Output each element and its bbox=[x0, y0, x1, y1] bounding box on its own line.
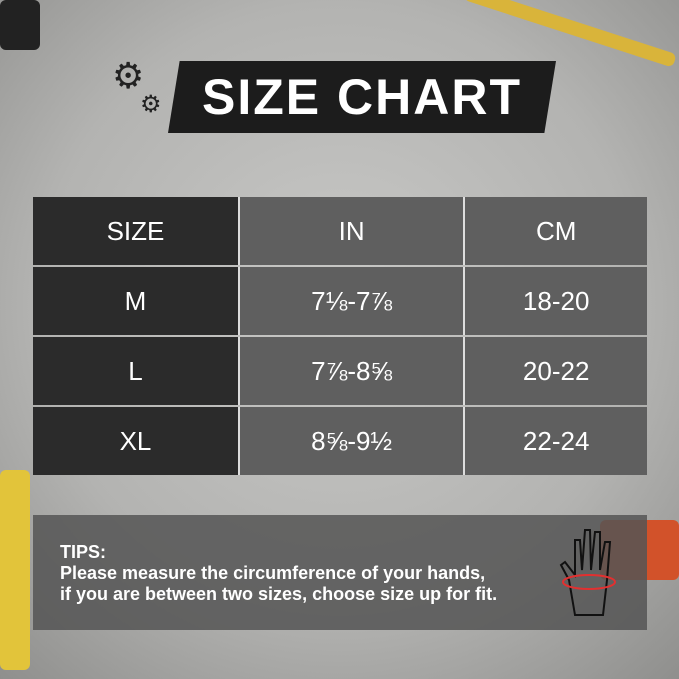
background-tool bbox=[0, 0, 40, 50]
header-size: SIZE bbox=[33, 197, 240, 265]
background-tool bbox=[0, 470, 30, 670]
size-cell: M bbox=[33, 267, 240, 335]
table-row: XL 8⅝-9½ 22-24 bbox=[33, 407, 647, 475]
header-cm: CM bbox=[465, 197, 647, 265]
background-tool bbox=[463, 0, 677, 68]
gear-icon: ⚙ bbox=[140, 91, 162, 118]
size-cell: L bbox=[33, 337, 240, 405]
tips-line: Please measure the circumference of your… bbox=[60, 563, 486, 583]
hand-measure-icon bbox=[559, 529, 616, 616]
size-table: SIZE IN CM M 7⅛-7⅞ 18-20 L 7⅞-8⅝ 20-22 X… bbox=[33, 195, 647, 477]
title-banner: SIZE CHART bbox=[168, 61, 556, 133]
tips-box: TIPS: Please measure the circumference o… bbox=[33, 515, 647, 630]
cm-cell: 18-20 bbox=[465, 267, 647, 335]
gear-icon: ⚙ bbox=[112, 55, 145, 96]
size-cell: XL bbox=[33, 407, 240, 475]
tips-label: TIPS: bbox=[60, 542, 107, 562]
table-row: M 7⅛-7⅞ 18-20 bbox=[33, 267, 647, 335]
cm-cell: 22-24 bbox=[465, 407, 647, 475]
cm-cell: 20-22 bbox=[465, 337, 647, 405]
header-in: IN bbox=[240, 197, 466, 265]
table-header-row: SIZE IN CM bbox=[33, 197, 647, 265]
page-title: SIZE CHART bbox=[202, 69, 522, 125]
tips-line: if you are between two sizes, choose siz… bbox=[60, 584, 498, 604]
in-cell: 8⅝-9½ bbox=[240, 407, 466, 475]
table-row: L 7⅞-8⅝ 20-22 bbox=[33, 337, 647, 405]
in-cell: 7⅛-7⅞ bbox=[240, 267, 466, 335]
in-cell: 7⅞-8⅝ bbox=[240, 337, 466, 405]
